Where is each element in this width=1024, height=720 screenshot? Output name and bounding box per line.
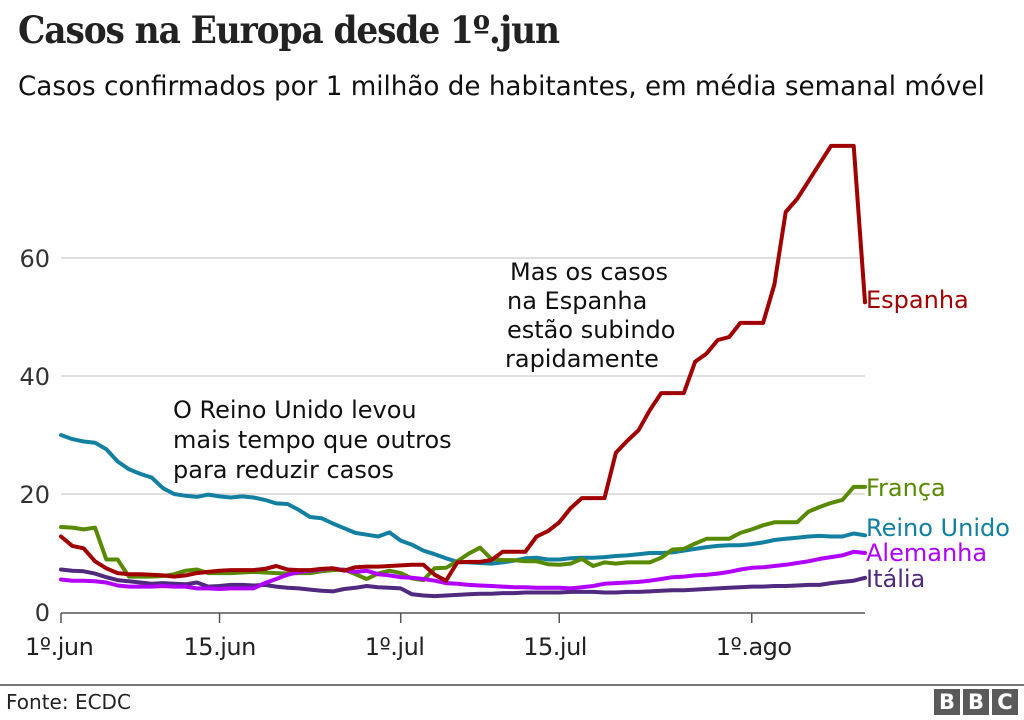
chart-subtitle: Casos confirmados por 1 milhão de habita… <box>18 71 985 102</box>
annotation-text: mais tempo que outros <box>173 426 452 454</box>
bbc-logo: B B C <box>934 689 1018 715</box>
source-note: Fonte: ECDC <box>6 690 131 714</box>
line-chart: 0 20 40 60 1º.jun 15.jun 1º.jul 15.jul 1º.ago O… <box>19 143 1010 661</box>
y-tick-label: 60 <box>19 245 50 273</box>
series-label: Alemanha <box>866 539 987 567</box>
x-tick-label: 15.jun <box>184 633 256 661</box>
y-tick-label: 0 <box>35 599 50 627</box>
x-axis: 1º.jun 15.jun 1º.jul 15.jul 1º.ago <box>25 612 865 661</box>
y-tick-label: 40 <box>19 363 50 391</box>
annotation-text: para reduzir casos <box>173 456 394 484</box>
series-label: Reino Unido <box>866 514 1010 542</box>
series-label: Itália <box>866 565 925 593</box>
series-line-espanha <box>59 143 867 583</box>
series-label: Espanha <box>866 286 969 314</box>
x-tick-label: 1º.jul <box>365 633 425 661</box>
series-line-alemanha <box>59 549 867 591</box>
annotation-text: estão subindo <box>507 316 675 344</box>
y-axis-ticks: 0 20 40 60 <box>19 245 50 627</box>
series-line-reino-unido <box>59 433 867 566</box>
annotation-text: Mas os casos <box>510 258 668 286</box>
bbc-logo-letter: B <box>934 689 960 715</box>
series-lines <box>59 143 867 599</box>
gridlines <box>61 257 865 495</box>
chart-title: Casos na Europa desde 1º.jun <box>18 8 560 52</box>
x-tick-label: 15.jul <box>523 633 587 661</box>
bbc-logo-letter: C <box>992 689 1018 715</box>
x-tick-label: 1º.jun <box>25 633 93 661</box>
annotation-text: rapidamente <box>505 345 659 373</box>
y-tick-label: 20 <box>19 481 50 509</box>
series-line-itália <box>59 567 867 599</box>
annotation-text: O Reino Unido levou <box>173 396 417 424</box>
series-label: França <box>866 474 946 502</box>
series-line-frança <box>59 484 867 583</box>
x-tick-label: 1º.ago <box>716 633 792 661</box>
footer-divider <box>0 684 1024 686</box>
annotation-text: na Espanha <box>507 287 647 315</box>
bbc-logo-letter: B <box>963 689 989 715</box>
